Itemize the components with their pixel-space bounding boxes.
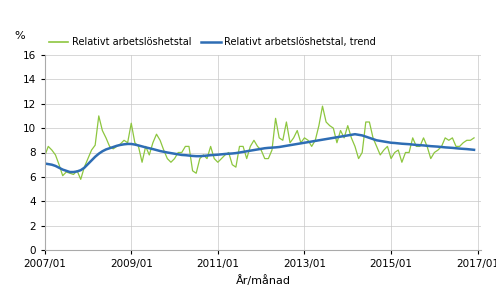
Relativt arbetslöshetstal — [161, 148, 167, 152]
Relativt arbetslöshetstal, trend — [67, 170, 73, 174]
Line: Relativt arbetslöshetstal, trend: Relativt arbetslöshetstal, trend — [45, 134, 474, 172]
Relativt arbetslöshetstal — [388, 157, 394, 160]
Relativt arbetslöshetstal — [135, 145, 141, 148]
Relativt arbetslöshetstal, trend — [388, 141, 394, 145]
Relativt arbetslöshetstal, trend — [42, 162, 48, 165]
Relativt arbetslöshetstal — [42, 154, 48, 158]
Relativt arbetslöshetstal — [464, 138, 470, 142]
Relativt arbetslöshetstal, trend — [283, 144, 289, 148]
Text: %: % — [14, 31, 25, 41]
Relativt arbetslöshetstal — [78, 178, 84, 181]
Relativt arbetslöshetstal, trend — [352, 132, 358, 136]
Relativt arbetslöshetstal — [345, 124, 351, 127]
Relativt arbetslöshetstal, trend — [161, 150, 167, 154]
Relativt arbetslöshetstal — [319, 104, 325, 108]
Relativt arbetslöshetstal, trend — [135, 144, 141, 147]
Line: Relativt arbetslöshetstal: Relativt arbetslöshetstal — [45, 106, 474, 179]
Relativt arbetslöshetstal — [283, 120, 289, 124]
Relativt arbetslöshetstal, trend — [471, 148, 477, 152]
Relativt arbetslöshetstal — [471, 136, 477, 140]
X-axis label: År/månad: År/månad — [236, 275, 290, 285]
Legend: Relativt arbetslöshetstal, Relativt arbetslöshetstal, trend: Relativt arbetslöshetstal, Relativt arbe… — [45, 33, 380, 51]
Relativt arbetslöshetstal, trend — [464, 147, 470, 151]
Relativt arbetslöshetstal, trend — [341, 134, 347, 138]
